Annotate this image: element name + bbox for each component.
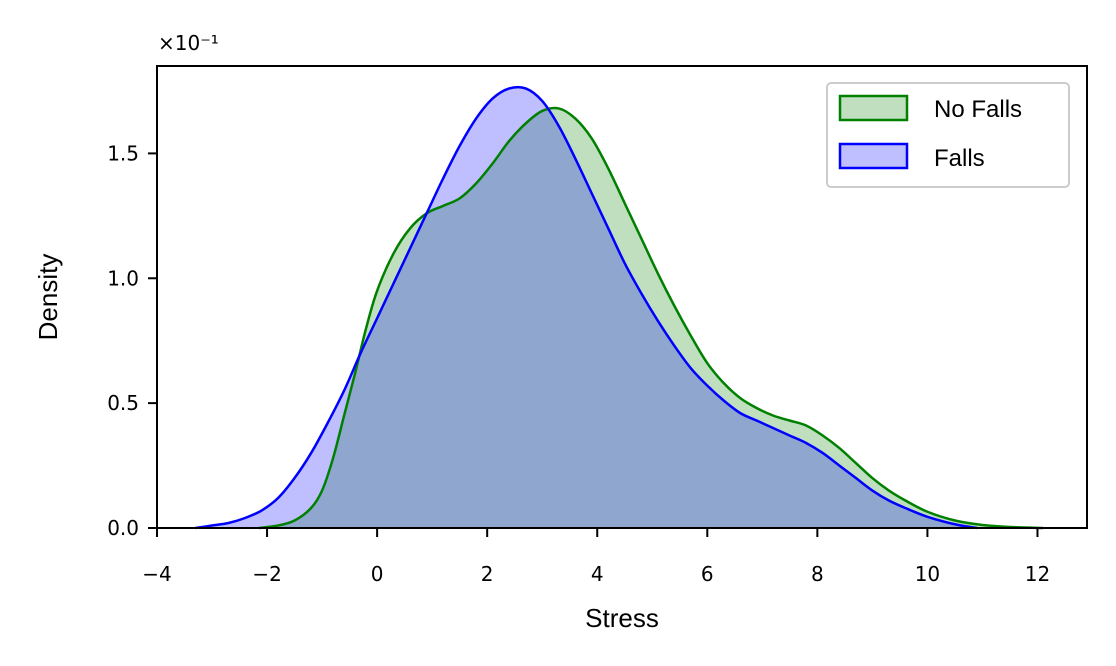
y-axis-label: Density <box>33 254 63 341</box>
x-tick-label: 0 <box>371 562 384 586</box>
legend-swatch-falls <box>838 142 909 170</box>
x-tick-label: 10 <box>915 562 940 586</box>
y-tick-label: 1.5 <box>107 141 139 165</box>
legend-label-falls: Falls <box>934 145 985 172</box>
density-line-no-falls <box>258 106 1044 530</box>
density-area-no-falls <box>258 107 1043 528</box>
x-axis-label: Stress <box>585 603 659 633</box>
x-tick-label: 4 <box>591 562 604 586</box>
legend-frame <box>826 82 1070 188</box>
x-tick-label: −4 <box>142 562 171 586</box>
y-axis-offset-text: ×10⁻¹ <box>158 31 219 55</box>
legend-swatch-no-falls <box>838 94 909 122</box>
y-tick-label: 1.0 <box>107 266 139 290</box>
x-tick-label: 12 <box>1025 562 1050 586</box>
series-layer <box>195 85 1044 530</box>
y-tick-label: 0.0 <box>107 516 139 540</box>
y-axis-ticks: 0.0 0.5 1.0 1.5 <box>107 141 157 540</box>
legend: No Falls Falls <box>826 82 1070 188</box>
density-area-falls <box>195 87 977 529</box>
x-tick-label: 2 <box>481 562 494 586</box>
x-tick-label: 8 <box>811 562 824 586</box>
x-tick-label: −2 <box>252 562 281 586</box>
plot-frame <box>156 65 1088 529</box>
x-tick-label: 6 <box>701 562 714 586</box>
legend-label-no-falls: No Falls <box>934 96 1022 123</box>
x-axis-ticks: −4 −2 0 2 4 6 8 10 12 <box>142 528 1050 586</box>
y-tick-label: 0.5 <box>107 391 139 415</box>
density-line-falls <box>195 85 978 530</box>
